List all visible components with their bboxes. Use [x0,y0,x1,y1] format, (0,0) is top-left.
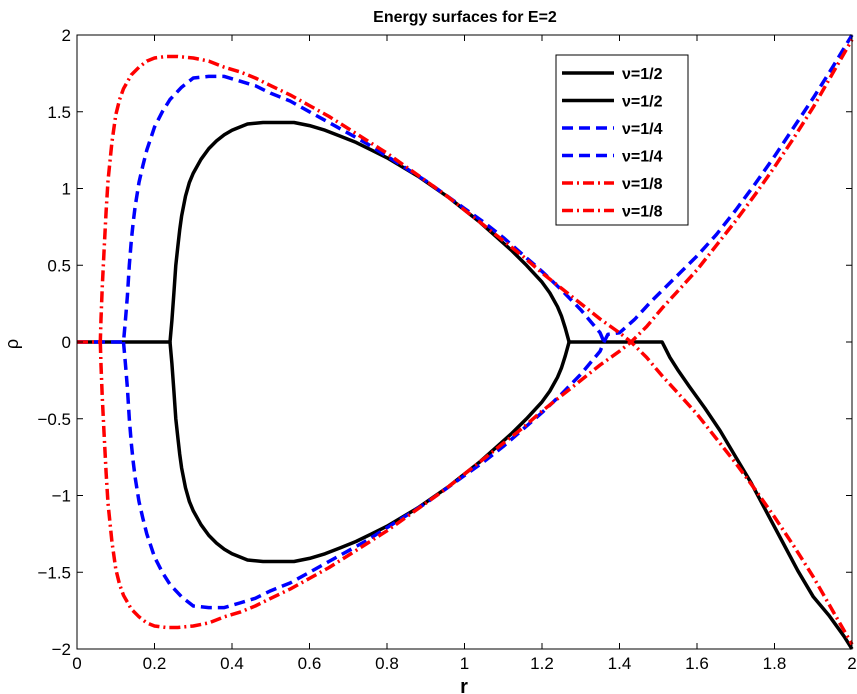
y-tick-label: 0.5 [47,256,71,275]
y-tick-label: 1 [62,180,71,199]
legend: ν=1/2 ν=1/2 ν=1/4 ν=1/4 ν=1/8 ν=1/8 [555,54,689,226]
legend-label-2: ν=1/2 [622,94,663,111]
x-tick-label: 0.2 [143,654,167,673]
legend-label-4: ν=1/4 [622,149,663,166]
x-tick-label: 0.6 [298,654,322,673]
legend-box [555,54,689,226]
x-tick-label: 1.4 [608,654,632,673]
series-line-3 [77,74,606,344]
x-tick-label: 0 [72,654,81,673]
legend-label-3: ν=1/4 [622,121,663,138]
y-tick-label: 2 [62,26,71,45]
x-tick-label: 1.2 [530,654,554,673]
y-tick-label: 0 [62,333,71,352]
x-tick-label: 2 [847,654,856,673]
legend-label-6: ν=1/8 [622,204,663,221]
series-line-5 [77,54,854,646]
y-tick-labels: −2 −1.5 −1 −0.5 0 0.5 1 1.5 2 [37,26,71,659]
series-line-6 [98,38,854,630]
x-tick-label: 0.8 [375,654,399,673]
x-tick-label: 0.4 [220,654,244,673]
x-tick-label: 1.6 [685,654,709,673]
legend-label-1: ν=1/2 [622,66,663,83]
plot-area [77,35,852,649]
chart-title: Energy surfaces for E=2 [373,9,557,26]
x-tick-labels: 0 0.2 0.4 0.6 0.8 1 1.2 1.4 1.6 1.8 2 [72,654,856,673]
ticks-layer [76,34,853,650]
x-tick-label: 1.8 [763,654,787,673]
series-line-1 [77,120,571,344]
legend-label-5: ν=1/8 [622,176,663,193]
y-tick-label: −0.5 [37,410,71,429]
y-tick-label: −1.5 [37,563,71,582]
y-axis-label: ρ [2,339,22,349]
x-axis-label: r [460,676,468,694]
y-tick-label: −2 [52,640,71,659]
y-tick-label: −1 [52,487,71,506]
x-tick-label: 1 [460,654,469,673]
series-layer [77,34,854,650]
y-tick-label: 1.5 [47,103,71,122]
legend-items: ν=1/2 ν=1/2 ν=1/4 ν=1/4 ν=1/8 ν=1/8 [562,66,663,221]
series-line-2 [168,340,854,650]
